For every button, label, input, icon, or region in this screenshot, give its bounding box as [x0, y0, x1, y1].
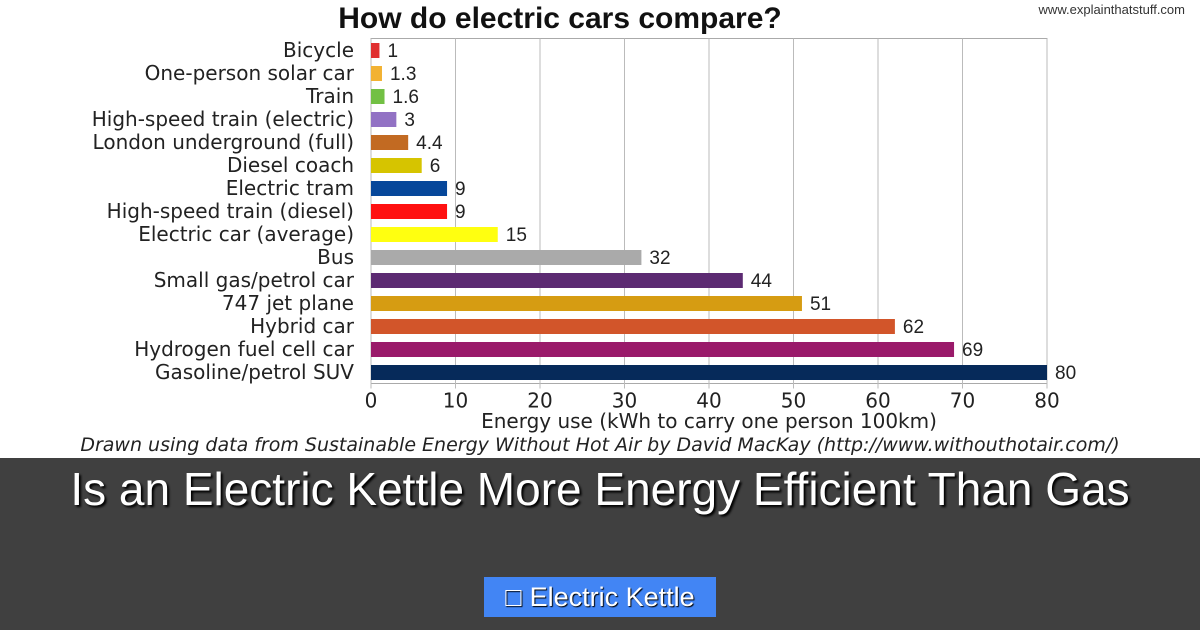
bar — [371, 342, 955, 357]
bar — [371, 158, 422, 173]
data-label: 1.3 — [390, 64, 416, 85]
bar — [371, 112, 397, 127]
category-label: Diesel coach — [227, 153, 354, 177]
category-label: Electric car (average) — [138, 222, 354, 246]
category-tag-button[interactable]: □ Electric Kettle — [484, 577, 716, 617]
chart-credit: Drawn using data from Sustainable Energy… — [80, 434, 1119, 456]
bar — [371, 296, 802, 311]
category-label: 747 jet plane — [222, 291, 354, 315]
watermark: www.explainthatstuff.com — [1038, 2, 1185, 17]
x-tick-label: 60 — [865, 389, 890, 413]
data-label: 32 — [649, 248, 670, 269]
category-label: High-speed train (electric) — [92, 107, 354, 131]
chart-title: How do electric cars compare? — [338, 2, 782, 35]
x-tick-label: 10 — [443, 389, 468, 413]
category-label: Hydrogen fuel cell car — [134, 337, 355, 361]
x-axis-label: Energy use (kWh to carry one person 100k… — [481, 409, 937, 433]
bar — [371, 135, 409, 150]
category-label: Electric tram — [226, 176, 354, 200]
bar — [371, 89, 385, 104]
data-label: 9 — [455, 179, 466, 200]
data-label: 15 — [506, 225, 527, 246]
bar — [371, 273, 743, 288]
data-label: 3 — [404, 110, 415, 131]
category-label: Small gas/petrol car — [154, 268, 355, 292]
category-label: High-speed train (diesel) — [107, 199, 354, 223]
bar — [371, 365, 1047, 380]
data-label: 80 — [1055, 363, 1076, 384]
x-tick-label: 0 — [365, 389, 378, 413]
data-label: 4.4 — [416, 133, 443, 154]
data-label: 1.6 — [393, 87, 419, 108]
data-label: 62 — [903, 317, 924, 338]
tag-label: Electric Kettle — [529, 581, 695, 612]
data-label: 1 — [387, 41, 398, 62]
bar — [371, 43, 380, 58]
bar — [371, 181, 448, 196]
data-label: 69 — [962, 340, 983, 361]
category-label: London underground (full) — [93, 130, 354, 154]
x-tick-label: 80 — [1034, 389, 1059, 413]
headline: Is an Electric Kettle More Energy Effici… — [70, 463, 1130, 515]
data-label: 6 — [430, 156, 441, 177]
bar — [371, 227, 498, 242]
bar — [371, 204, 448, 219]
category-label: Gasoline/petrol SUV — [155, 360, 354, 384]
category-label: Train — [305, 84, 354, 108]
x-tick-label: 50 — [781, 389, 806, 413]
category-label: Bus — [317, 245, 354, 269]
data-label: 9 — [455, 202, 466, 223]
data-label: 44 — [751, 271, 773, 292]
category-label: Hybrid car — [250, 314, 355, 338]
data-label: 51 — [810, 294, 831, 315]
x-tick-label: 30 — [612, 389, 637, 413]
bar — [371, 66, 382, 81]
category-label: Bicycle — [283, 38, 354, 62]
x-tick-label: 70 — [950, 389, 975, 413]
x-tick-label: 40 — [696, 389, 721, 413]
bar — [371, 250, 642, 265]
x-tick-label: 20 — [527, 389, 552, 413]
bar — [371, 319, 895, 334]
category-label: One-person solar car — [145, 61, 355, 85]
tag-icon: □ — [505, 581, 522, 612]
